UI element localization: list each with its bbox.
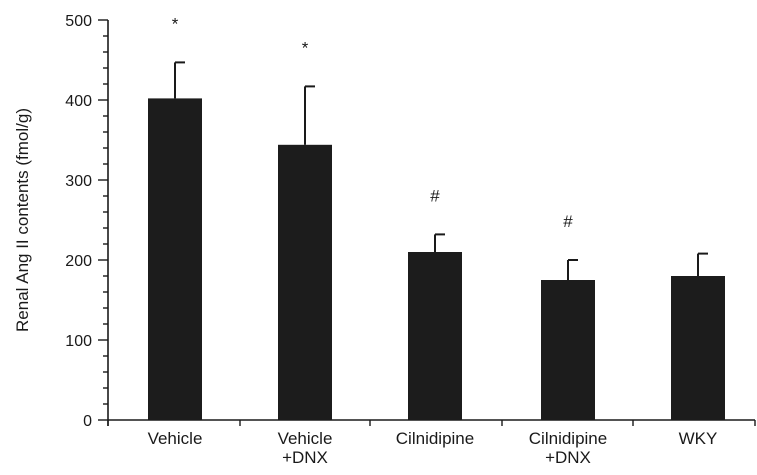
y-tick-label: 100 xyxy=(65,333,92,350)
bar xyxy=(148,98,202,421)
x-category-label: Cilnidipine xyxy=(529,429,607,448)
significance-marker: * xyxy=(172,14,179,33)
bar xyxy=(278,144,332,421)
x-category-label: Cilnidipine xyxy=(396,429,474,448)
y-tick-label: 300 xyxy=(65,173,92,190)
bar xyxy=(671,276,725,420)
bar xyxy=(408,252,462,420)
significance-markers: * * # # xyxy=(172,14,574,231)
x-category-label: WKY xyxy=(679,429,718,448)
y-tick-label: 0 xyxy=(83,413,92,430)
bar xyxy=(541,280,595,420)
x-category-label: +DNX xyxy=(545,448,591,467)
significance-marker: # xyxy=(563,212,573,231)
y-tick-label: 500 xyxy=(65,13,92,30)
error-bars xyxy=(174,61,708,280)
x-category-label: Vehicle xyxy=(278,429,333,448)
significance-marker: * xyxy=(302,38,309,57)
bars xyxy=(148,98,725,421)
significance-marker: # xyxy=(430,186,440,205)
axes: 0 100 200 300 400 500 xyxy=(65,13,756,430)
y-axis-title: Renal Ang II contents (fmol/g) xyxy=(13,108,32,332)
x-category-label: Vehicle xyxy=(148,429,203,448)
x-category-label: +DNX xyxy=(282,448,328,467)
y-tick-label: 400 xyxy=(65,93,92,110)
y-tick-label: 200 xyxy=(65,253,92,270)
